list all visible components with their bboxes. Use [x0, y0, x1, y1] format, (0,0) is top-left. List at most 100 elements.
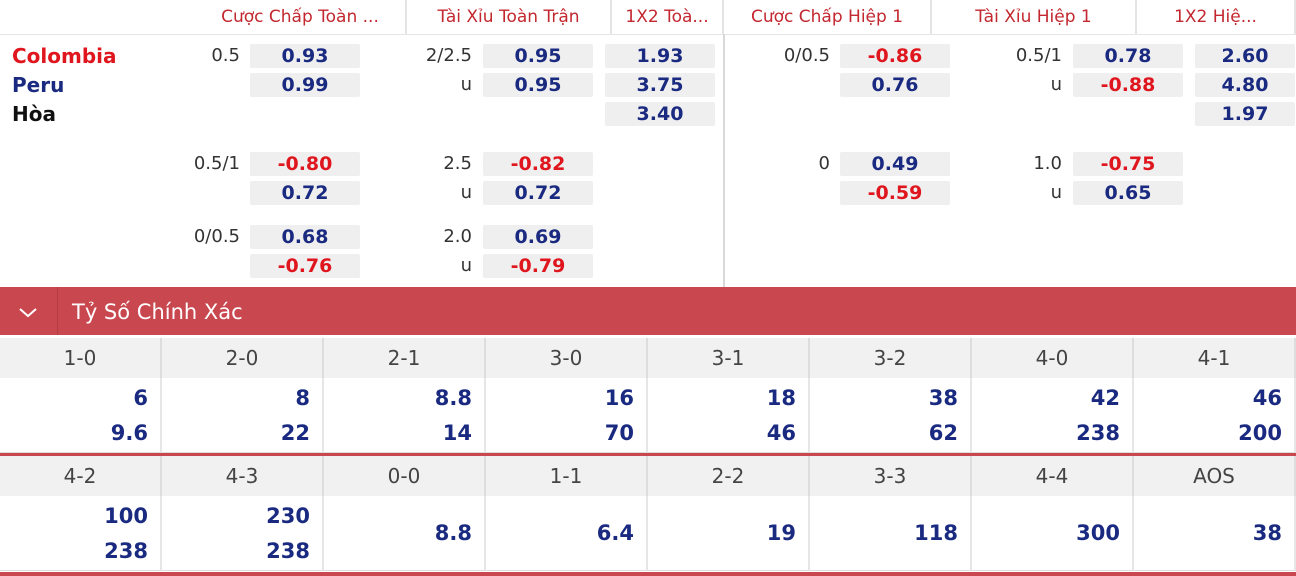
- score-odds[interactable]: 22: [280, 421, 310, 445]
- handicap-line: 2/2.5: [425, 45, 472, 66]
- odds-value[interactable]: -0.76: [250, 254, 360, 278]
- score-header: 4-0: [972, 338, 1134, 378]
- odds-value[interactable]: -0.59: [840, 181, 950, 205]
- under-label: u: [460, 74, 472, 95]
- score-header: 2-1: [324, 338, 486, 378]
- odds-value[interactable]: 0.78: [1073, 44, 1183, 68]
- handicap-line: 2.0: [443, 226, 472, 247]
- odds-value[interactable]: -0.79: [483, 254, 593, 278]
- score-odds[interactable]: 6.4: [596, 521, 634, 545]
- score-odds[interactable]: 38: [1252, 521, 1282, 545]
- odds-value[interactable]: -0.88: [1073, 73, 1183, 97]
- score-cell: [810, 378, 972, 453]
- column-header: Tài Xỉu Toàn Trận: [407, 0, 612, 34]
- score-odds[interactable]: 238: [104, 539, 148, 563]
- team-name: Peru: [12, 73, 65, 97]
- section-title: Tỷ Số Chính Xác: [72, 300, 243, 324]
- odds-value[interactable]: -0.82: [483, 152, 593, 176]
- score-odds[interactable]: 62: [928, 421, 958, 445]
- score-cell: [162, 378, 324, 453]
- column-header: Cược Chấp Toàn ...: [195, 0, 407, 34]
- score-odds[interactable]: 70: [604, 421, 634, 445]
- column-header: 1X2 Hiệ...: [1137, 0, 1296, 34]
- score-odds[interactable]: 6: [133, 386, 148, 410]
- score-odds[interactable]: 230: [266, 504, 310, 528]
- odds-value[interactable]: 0.68: [250, 225, 360, 249]
- odds-value[interactable]: 0.72: [483, 181, 593, 205]
- odds-value[interactable]: 3.40: [605, 102, 715, 126]
- score-header: 2-0: [162, 338, 324, 378]
- score-odds[interactable]: 8: [295, 386, 310, 410]
- odds-value[interactable]: 1.97: [1195, 102, 1295, 126]
- under-label: u: [460, 182, 472, 203]
- score-odds[interactable]: 9.6: [110, 421, 148, 445]
- row-separator: [0, 335, 1296, 338]
- team-name: Colombia: [12, 44, 117, 68]
- handicap-line: 0.5/1: [1015, 45, 1062, 66]
- score-odds[interactable]: 100: [104, 504, 148, 528]
- score-odds[interactable]: 38: [928, 386, 958, 410]
- score-odds[interactable]: 16: [604, 386, 634, 410]
- odds-value[interactable]: 0.95: [483, 73, 593, 97]
- handicap-line: 1.0: [1033, 153, 1062, 174]
- score-cell: [0, 378, 162, 453]
- handicap-line: 2.5: [443, 153, 472, 174]
- column-header: Tài Xỉu Hiệp 1: [932, 0, 1137, 34]
- score-odds[interactable]: 18: [766, 386, 796, 410]
- score-header: 1-1: [486, 456, 648, 496]
- odds-value[interactable]: 0.69: [483, 225, 593, 249]
- score-cell: [1134, 496, 1296, 571]
- score-header: 1-0: [0, 338, 162, 378]
- odds-value[interactable]: 0.49: [840, 152, 950, 176]
- score-odds[interactable]: 118: [914, 521, 958, 545]
- score-cell: [648, 496, 810, 571]
- score-cell: [648, 378, 810, 453]
- header-divider: [0, 34, 1296, 35]
- odds-value[interactable]: 0.95: [483, 44, 593, 68]
- handicap-line: 0.5/1: [193, 153, 240, 174]
- score-odds[interactable]: 46: [1252, 386, 1282, 410]
- handicap-line: 0.5: [211, 45, 240, 66]
- score-header: 3-2: [810, 338, 972, 378]
- score-odds[interactable]: 46: [766, 421, 796, 445]
- odds-value[interactable]: -0.80: [250, 152, 360, 176]
- odds-value[interactable]: 0.93: [250, 44, 360, 68]
- score-odds[interactable]: 14: [442, 421, 472, 445]
- odds-value[interactable]: 1.93: [605, 44, 715, 68]
- score-header: 3-0: [486, 338, 648, 378]
- collapse-toggle[interactable]: [0, 287, 58, 337]
- odds-value[interactable]: 0.99: [250, 73, 360, 97]
- score-odds[interactable]: 8.8: [434, 386, 472, 410]
- score-odds[interactable]: 19: [766, 521, 796, 545]
- odds-value[interactable]: 0.65: [1073, 181, 1183, 205]
- score-odds[interactable]: 42: [1090, 386, 1120, 410]
- score-header: 4-2: [0, 456, 162, 496]
- handicap-line: 0/0.5: [783, 45, 830, 66]
- odds-value[interactable]: -0.86: [840, 44, 950, 68]
- score-odds[interactable]: 200: [1238, 421, 1282, 445]
- score-cell: [162, 496, 324, 571]
- odds-value[interactable]: -0.75: [1073, 152, 1183, 176]
- handicap-line: 0: [818, 153, 830, 174]
- score-odds[interactable]: 238: [266, 539, 310, 563]
- under-label: u: [1050, 74, 1062, 95]
- under-label: u: [1050, 182, 1062, 203]
- section-bar[interactable]: Tỷ Số Chính Xác: [0, 287, 1296, 337]
- odds-value[interactable]: 4.80: [1195, 73, 1295, 97]
- score-cell: [486, 378, 648, 453]
- score-header: 3-3: [810, 456, 972, 496]
- odds-value[interactable]: 3.75: [605, 73, 715, 97]
- under-label: u: [460, 255, 472, 276]
- row-separator: [0, 453, 1296, 456]
- score-cell: [972, 496, 1134, 571]
- odds-value[interactable]: 2.60: [1195, 44, 1295, 68]
- score-header: 4-1: [1134, 338, 1296, 378]
- score-cell: [810, 496, 972, 571]
- score-odds[interactable]: 8.8: [434, 521, 472, 545]
- odds-value[interactable]: 0.76: [840, 73, 950, 97]
- odds-value[interactable]: 0.72: [250, 181, 360, 205]
- score-cell: [0, 496, 162, 571]
- score-odds[interactable]: 300: [1076, 521, 1120, 545]
- score-odds[interactable]: 238: [1076, 421, 1120, 445]
- bottom-line: [0, 572, 1296, 576]
